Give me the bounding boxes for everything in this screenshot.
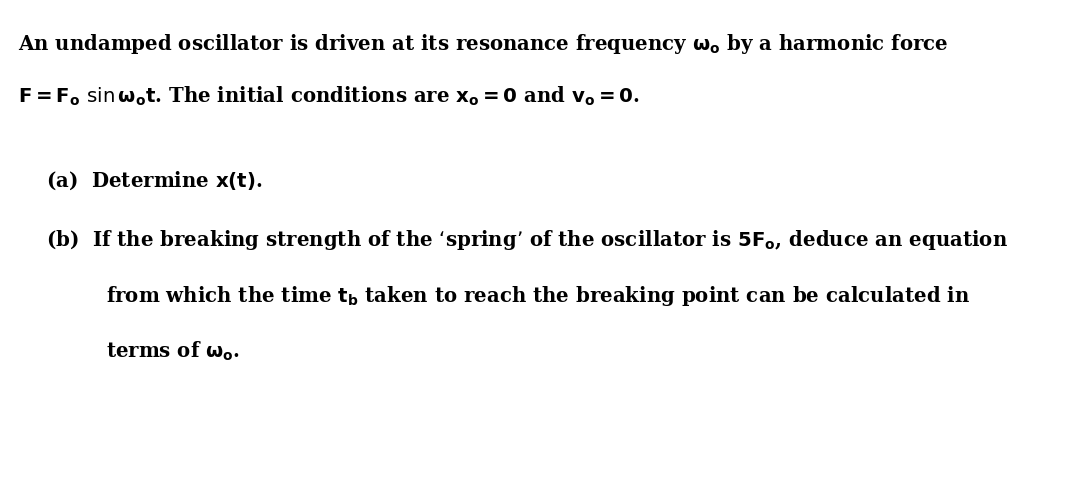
Text: $\mathbf{F = F_o}$ $\mathbf{\sin\omega_o t}$. The initial conditions are $\mathb: $\mathbf{F = F_o}$ $\mathbf{\sin\omega_o… [18, 85, 640, 108]
Text: (b)  If the breaking strength of the ‘spring’ of the oscillator is $\mathbf{5F_o: (b) If the breaking strength of the ‘spr… [46, 227, 1009, 251]
Text: from which the time $\mathbf{t_b}$ taken to reach the breaking point can be calc: from which the time $\mathbf{t_b}$ taken… [106, 283, 970, 307]
Text: terms of $\mathbf{\omega_o}$.: terms of $\mathbf{\omega_o}$. [106, 339, 240, 362]
Text: An undamped oscillator is driven at its resonance frequency $\mathbf{\omega_o}$ : An undamped oscillator is driven at its … [18, 31, 949, 55]
Text: (a)  Determine $\mathbf{x(t)}$.: (a) Determine $\mathbf{x(t)}$. [46, 169, 264, 192]
